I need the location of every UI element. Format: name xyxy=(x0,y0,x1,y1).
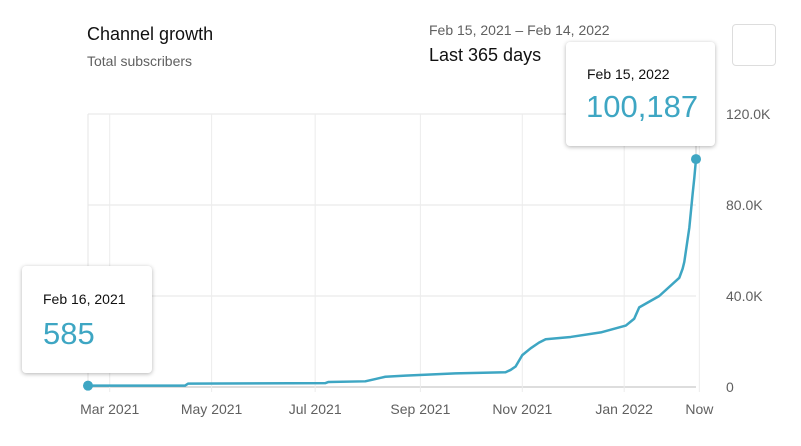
end-tooltip-value: 100,187 xyxy=(586,89,699,124)
chart-title: Channel growth xyxy=(87,24,214,44)
start-point xyxy=(83,380,93,391)
start-tooltip-value: 585 xyxy=(43,316,95,351)
y-tick-label: 80.0K xyxy=(726,197,763,213)
x-tick-label: May 2021 xyxy=(181,401,243,417)
start-tooltip-date: Feb 16, 2021 xyxy=(43,291,126,307)
end-tooltip: Feb 15, 2022 100,187 xyxy=(566,42,715,146)
chart-menu-button[interactable] xyxy=(732,24,776,66)
x-tick-label: Jan 2022 xyxy=(595,401,653,417)
x-tick-label: Sep 2021 xyxy=(390,401,450,417)
chart-subtitle: Total subscribers xyxy=(87,53,193,69)
end-tooltip-date: Feb 15, 2022 xyxy=(587,66,670,82)
x-tick-label: Mar 2021 xyxy=(80,401,139,417)
y-tick-label: 120.0K xyxy=(726,106,771,122)
end-point xyxy=(691,154,701,165)
period-label[interactable]: Last 365 days xyxy=(429,45,542,65)
y-tick-label: 40.0K xyxy=(726,288,763,304)
start-tooltip: Feb 16, 2021 585 xyxy=(22,266,152,373)
x-tick-label: Jul 2021 xyxy=(289,401,342,417)
x-tick-label: Nov 2021 xyxy=(492,401,552,417)
x-tick-label: Now xyxy=(685,401,714,417)
series-line xyxy=(87,158,698,387)
date-range: Feb 15, 2021 – Feb 14, 2022 xyxy=(429,22,610,38)
y-tick-label: 0 xyxy=(726,379,734,395)
